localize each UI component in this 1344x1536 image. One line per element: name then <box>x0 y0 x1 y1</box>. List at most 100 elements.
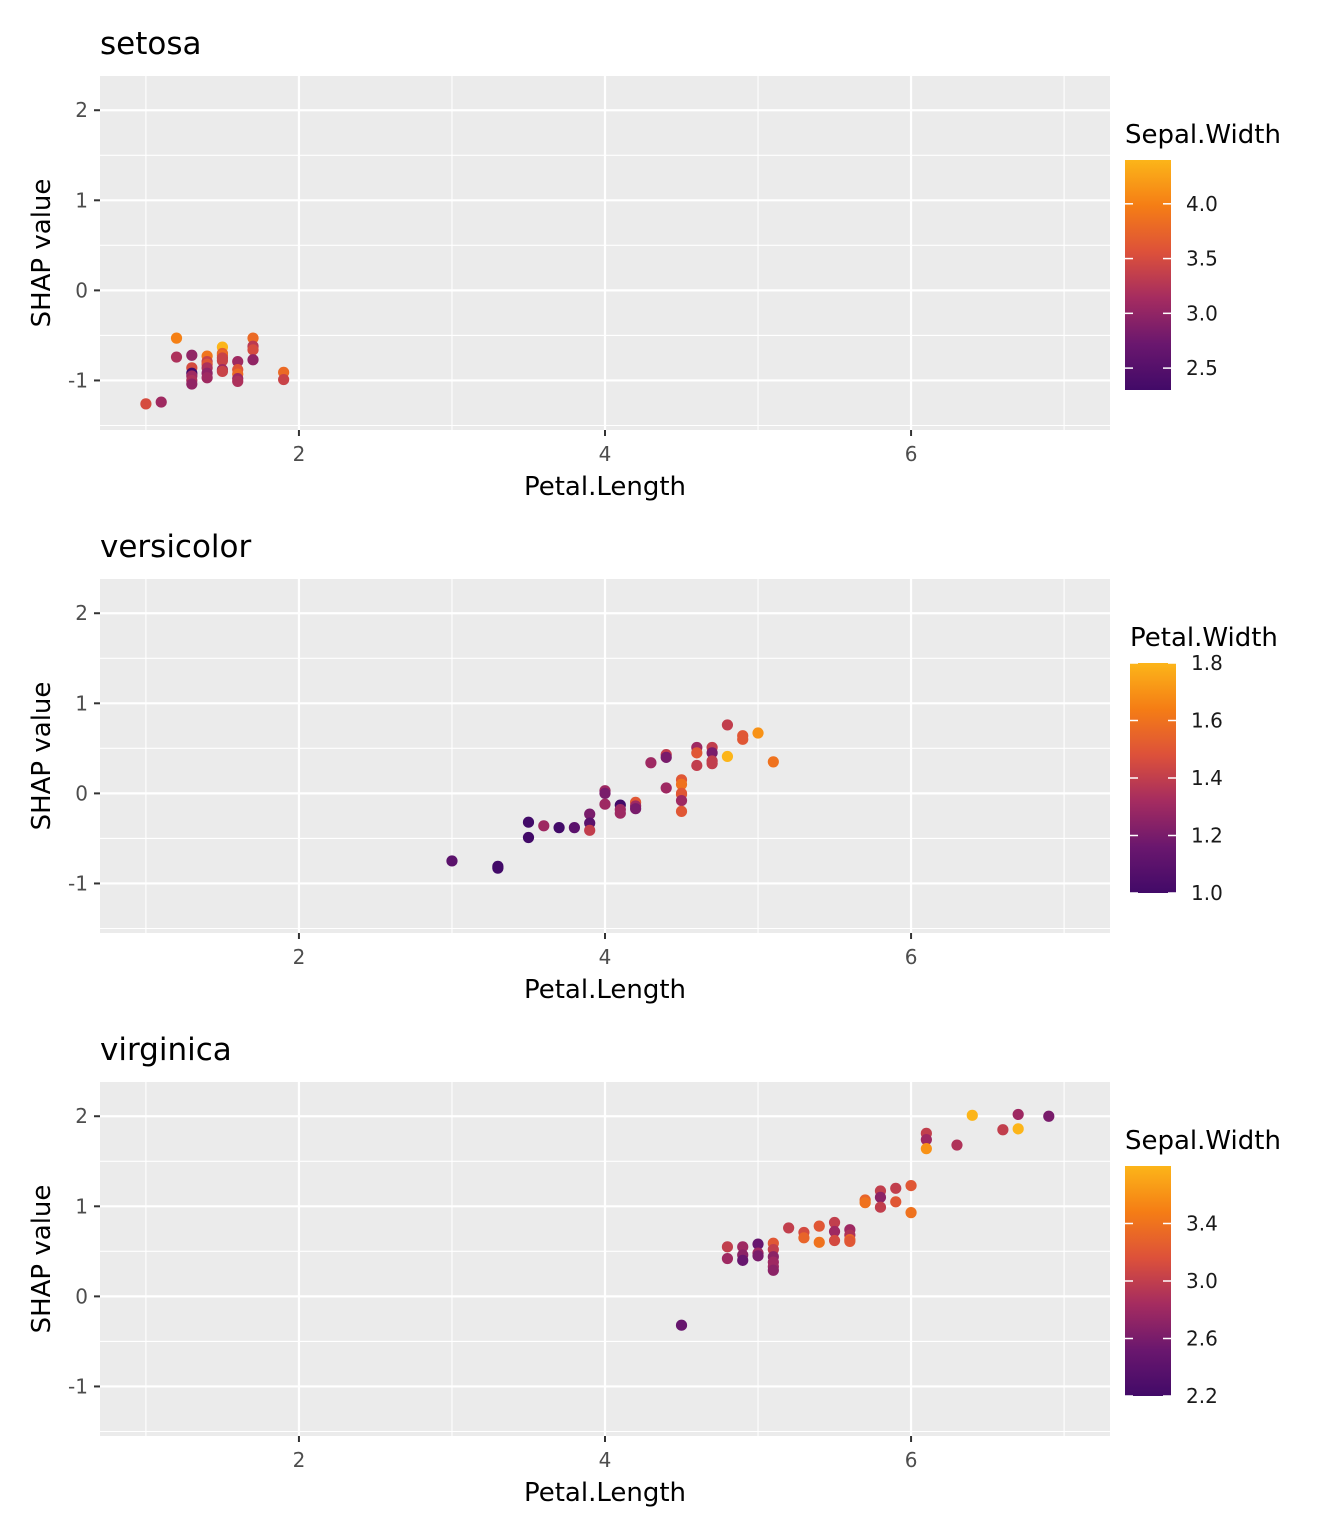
data-point <box>155 396 167 408</box>
y-tick-label: -1 <box>68 1374 88 1398</box>
data-point <box>905 1179 917 1192</box>
data-point <box>767 1264 779 1276</box>
colorbar <box>1125 160 1171 390</box>
data-point <box>140 398 152 410</box>
colorbar-tick-label: 3.4 <box>1186 1212 1218 1236</box>
y-tick-label: 2 <box>75 601 88 625</box>
colorbar-tick-label: 3.0 <box>1186 1269 1218 1293</box>
data-point <box>828 1216 841 1229</box>
data-point <box>186 378 198 390</box>
colorbar-tick-label: 1.8 <box>1191 651 1223 675</box>
data-point <box>721 1241 734 1253</box>
data-point <box>859 1197 871 1209</box>
data-point <box>706 747 718 759</box>
data-point <box>951 1139 963 1151</box>
data-point <box>813 1236 825 1248</box>
colorbar-tick-label: 1.4 <box>1191 766 1223 790</box>
y-tick-label: -1 <box>68 368 88 392</box>
panel-title: versicolor <box>100 529 252 565</box>
y-tick-label: 0 <box>75 781 88 805</box>
y-tick-label: -1 <box>68 871 88 895</box>
data-point <box>599 798 611 810</box>
data-point <box>186 349 198 361</box>
y-axis-title: SHAP value <box>27 1185 57 1334</box>
data-point <box>691 747 703 759</box>
data-point <box>798 1232 810 1244</box>
data-point <box>844 1235 856 1248</box>
data-point <box>752 1250 764 1262</box>
colorbar-tick-label: 2.6 <box>1186 1327 1218 1351</box>
data-point <box>752 1238 764 1250</box>
data-point <box>752 727 764 739</box>
y-tick-label: 0 <box>75 1284 88 1308</box>
x-tick-label: 6 <box>905 442 918 466</box>
data-point <box>278 373 290 386</box>
data-point <box>828 1225 841 1238</box>
panel-versicolor: versicolor 2 4 6 -1 0 1 2 Petal.Length SHAP value… <box>27 529 1278 1005</box>
data-point <box>675 778 688 790</box>
data-point <box>721 750 734 763</box>
data-point <box>905 1207 917 1219</box>
colorbar-tick-label: 1.2 <box>1191 824 1223 848</box>
data-point <box>553 822 565 834</box>
x-tick-label: 4 <box>599 1448 612 1472</box>
data-point <box>997 1124 1009 1136</box>
data-point <box>599 787 611 799</box>
y-axis-title: SHAP value <box>27 179 57 328</box>
panel-title: virginica <box>100 1032 232 1068</box>
colorbar-tick-label: 1.6 <box>1191 709 1223 733</box>
data-point <box>216 365 229 378</box>
x-tick-label: 6 <box>905 1448 918 1472</box>
data-point <box>828 1234 841 1247</box>
data-point <box>645 757 657 769</box>
legend-title: Petal.Width <box>1130 623 1278 653</box>
data-point <box>966 1109 978 1121</box>
x-tick-label: 2 <box>293 442 306 466</box>
data-point <box>216 355 229 367</box>
data-point <box>492 862 504 874</box>
panel-virginica: virginica 2 4 6 -1 0 1 2 Petal.Length SHAP value S… <box>27 1032 1281 1508</box>
data-point <box>721 719 734 731</box>
x-tick-label: 4 <box>599 442 612 466</box>
colorbar-tick-label: 3.0 <box>1186 301 1218 325</box>
y-tick-label: 1 <box>75 691 88 715</box>
data-point <box>660 751 672 763</box>
y-tick-label: 2 <box>75 1104 88 1128</box>
legend-title: Sepal.Width <box>1125 120 1281 150</box>
colorbar-tick-label: 2.5 <box>1186 356 1218 380</box>
y-tick-label: 1 <box>75 1194 88 1218</box>
y-tick-label: 0 <box>75 278 88 302</box>
data-point <box>247 344 259 356</box>
data-point <box>706 758 718 770</box>
data-point <box>538 820 550 832</box>
data-point <box>767 756 779 768</box>
data-point <box>675 1319 688 1331</box>
data-point <box>920 1134 932 1146</box>
data-point <box>783 1222 795 1234</box>
data-point <box>721 1252 734 1265</box>
data-point <box>1043 1110 1055 1122</box>
x-axis-title: Petal.Length <box>524 472 686 502</box>
x-axis-title: Petal.Length <box>524 1478 686 1508</box>
data-point <box>584 808 596 820</box>
data-point <box>890 1182 902 1194</box>
data-point <box>247 332 259 344</box>
colorbar-tick-label: 3.5 <box>1186 247 1218 271</box>
y-tick-label: 2 <box>75 98 88 122</box>
data-point <box>568 822 580 834</box>
data-point <box>737 733 749 745</box>
data-point <box>584 824 596 836</box>
data-point <box>691 759 703 772</box>
data-point <box>247 354 259 366</box>
data-point <box>920 1143 932 1155</box>
data-point <box>170 351 183 363</box>
legend-title: Sepal.Width <box>1125 1126 1281 1156</box>
colorbar-tick-label: 2.2 <box>1186 1384 1218 1408</box>
data-point <box>232 375 244 387</box>
data-point <box>522 816 535 828</box>
data-point <box>874 1191 887 1203</box>
data-point <box>1012 1123 1024 1135</box>
data-point <box>522 831 535 844</box>
colorbar-tick-label: 4.0 <box>1186 192 1218 216</box>
